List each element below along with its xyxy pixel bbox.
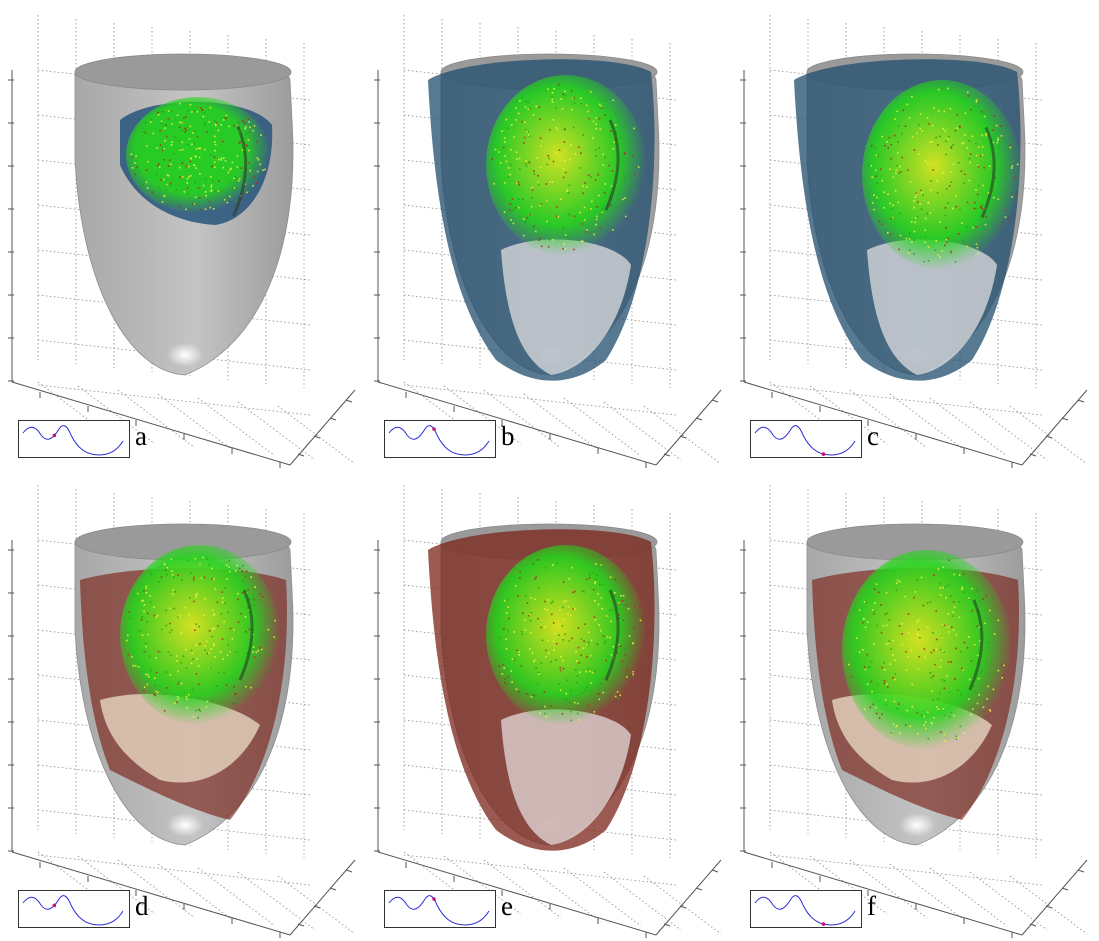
axes-frame xyxy=(8,70,356,468)
waveform-inset-c xyxy=(750,420,862,458)
panel-label: d xyxy=(135,891,149,921)
axes-frame xyxy=(374,540,722,938)
waveform-inset-e xyxy=(384,890,496,928)
waveform-trace xyxy=(22,425,124,456)
wavefront-ridge xyxy=(232,125,248,217)
heart-scene-d xyxy=(8,485,356,938)
activation-cloud xyxy=(486,75,646,255)
waveform-inset-d xyxy=(18,890,130,928)
wavefront-ridge xyxy=(980,126,996,219)
waveform-trace xyxy=(388,895,490,926)
panel-label: f xyxy=(867,891,876,921)
waveform-inset-b xyxy=(384,420,496,458)
time-marker xyxy=(821,452,826,456)
time-marker xyxy=(432,897,436,901)
waveform-trace xyxy=(388,425,490,456)
axes-frame xyxy=(374,70,722,468)
heart-scene-b xyxy=(374,15,722,468)
panel-c: c xyxy=(732,0,1098,470)
waveform-inset-a xyxy=(18,420,130,458)
activation-cloud xyxy=(862,80,1022,270)
heart-scene-f xyxy=(740,485,1088,938)
waveform-trace xyxy=(22,895,124,926)
panel-b: b xyxy=(366,0,732,470)
panel-a: a xyxy=(0,0,366,470)
wavefront-ridge xyxy=(238,589,254,681)
time-marker xyxy=(52,903,57,908)
panel-f: f xyxy=(732,470,1098,940)
ventricle-rim xyxy=(74,53,292,91)
panel-label: e xyxy=(501,891,513,921)
waveform-trace xyxy=(754,425,856,456)
heart-scene-e xyxy=(374,485,722,938)
panel-label: c xyxy=(867,421,879,451)
panel-label: b xyxy=(501,421,515,451)
inner-wall-sheen xyxy=(501,709,631,845)
time-marker xyxy=(821,922,826,926)
time-marker xyxy=(432,427,436,431)
time-marker xyxy=(52,433,57,438)
activation-cloud xyxy=(126,97,270,217)
inner-wall-sheen xyxy=(501,239,631,375)
wavefront-ridge xyxy=(604,119,620,211)
axes-frame xyxy=(8,540,356,938)
axes-frame xyxy=(740,540,1088,938)
inner-wall-sheen xyxy=(867,239,997,375)
waveform-trace xyxy=(754,895,856,926)
wavefront-ridge xyxy=(968,599,984,691)
waveform-inset-f xyxy=(750,890,862,928)
apex-highlight xyxy=(899,813,935,837)
apex-highlight xyxy=(167,813,203,837)
activation-cloud xyxy=(120,545,280,725)
panel-label: a xyxy=(135,421,147,451)
panel-d: d xyxy=(0,470,366,940)
panel-e: e xyxy=(366,470,732,940)
wavefront-ridge xyxy=(604,589,620,681)
apex-highlight xyxy=(167,343,203,367)
axes-frame xyxy=(740,70,1088,468)
activation-cloud xyxy=(486,545,646,725)
activation-cloud xyxy=(842,550,1012,750)
heart-scene-c xyxy=(740,15,1088,468)
heart-scene-a xyxy=(8,15,356,468)
